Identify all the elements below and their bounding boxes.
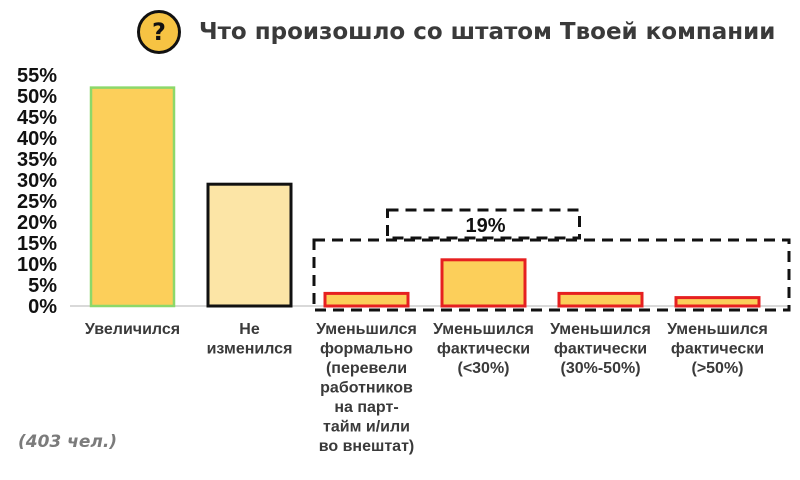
question-mark-icon: ? <box>137 10 181 54</box>
category-label: Уменьшился <box>550 321 651 338</box>
y-tick-label: 15% <box>17 233 57 255</box>
category-label: Не <box>239 321 260 338</box>
chart-title: Что произошло со штатом Твоей компании <box>199 19 776 45</box>
category-label: Увеличился <box>85 321 180 338</box>
y-tick-label: 5% <box>28 275 57 297</box>
y-tick-label: 0% <box>28 296 57 318</box>
annotation-label: 19% <box>465 215 505 237</box>
category-label: (30%-50%) <box>560 360 640 377</box>
y-tick-label: 10% <box>17 254 57 276</box>
category-label: Уменьшился <box>316 321 417 338</box>
sample-size-note: (403 чел.) <box>18 432 118 452</box>
y-tick-label: 50% <box>17 86 57 108</box>
bar <box>89 86 176 308</box>
y-tick-label: 45% <box>17 107 57 129</box>
bar <box>323 291 410 308</box>
y-tick-label: 55% <box>17 65 57 87</box>
annotation-label-box <box>386 208 581 240</box>
y-tick-label: 40% <box>17 128 57 150</box>
category-label: тайм и/или <box>323 419 410 436</box>
bar <box>440 258 527 308</box>
bar <box>206 182 293 308</box>
category-label: Уменьшился <box>433 321 534 338</box>
bar <box>674 296 761 308</box>
category-label: формально <box>320 341 413 358</box>
y-tick-label: 35% <box>17 149 57 171</box>
annotation-group-box <box>312 238 791 312</box>
category-label: фактически <box>437 341 530 358</box>
bar <box>557 291 644 308</box>
category-label: (перевели <box>326 360 407 377</box>
chart-header: ? Что произошло со штатом Твоей компании <box>137 8 775 56</box>
category-label: на парт- <box>334 399 398 416</box>
y-tick-label: 20% <box>17 212 57 234</box>
category-label: во внештат) <box>319 438 414 455</box>
y-tick-label: 30% <box>17 170 57 192</box>
category-label: (<30%) <box>457 360 509 377</box>
category-label: (>50%) <box>691 360 743 377</box>
category-label: Уменьшился <box>667 321 768 338</box>
category-label: работников <box>320 380 413 397</box>
category-label: фактически <box>671 341 764 358</box>
category-label: изменился <box>207 341 293 358</box>
category-label: фактически <box>554 341 647 358</box>
y-tick-label: 25% <box>17 191 57 213</box>
